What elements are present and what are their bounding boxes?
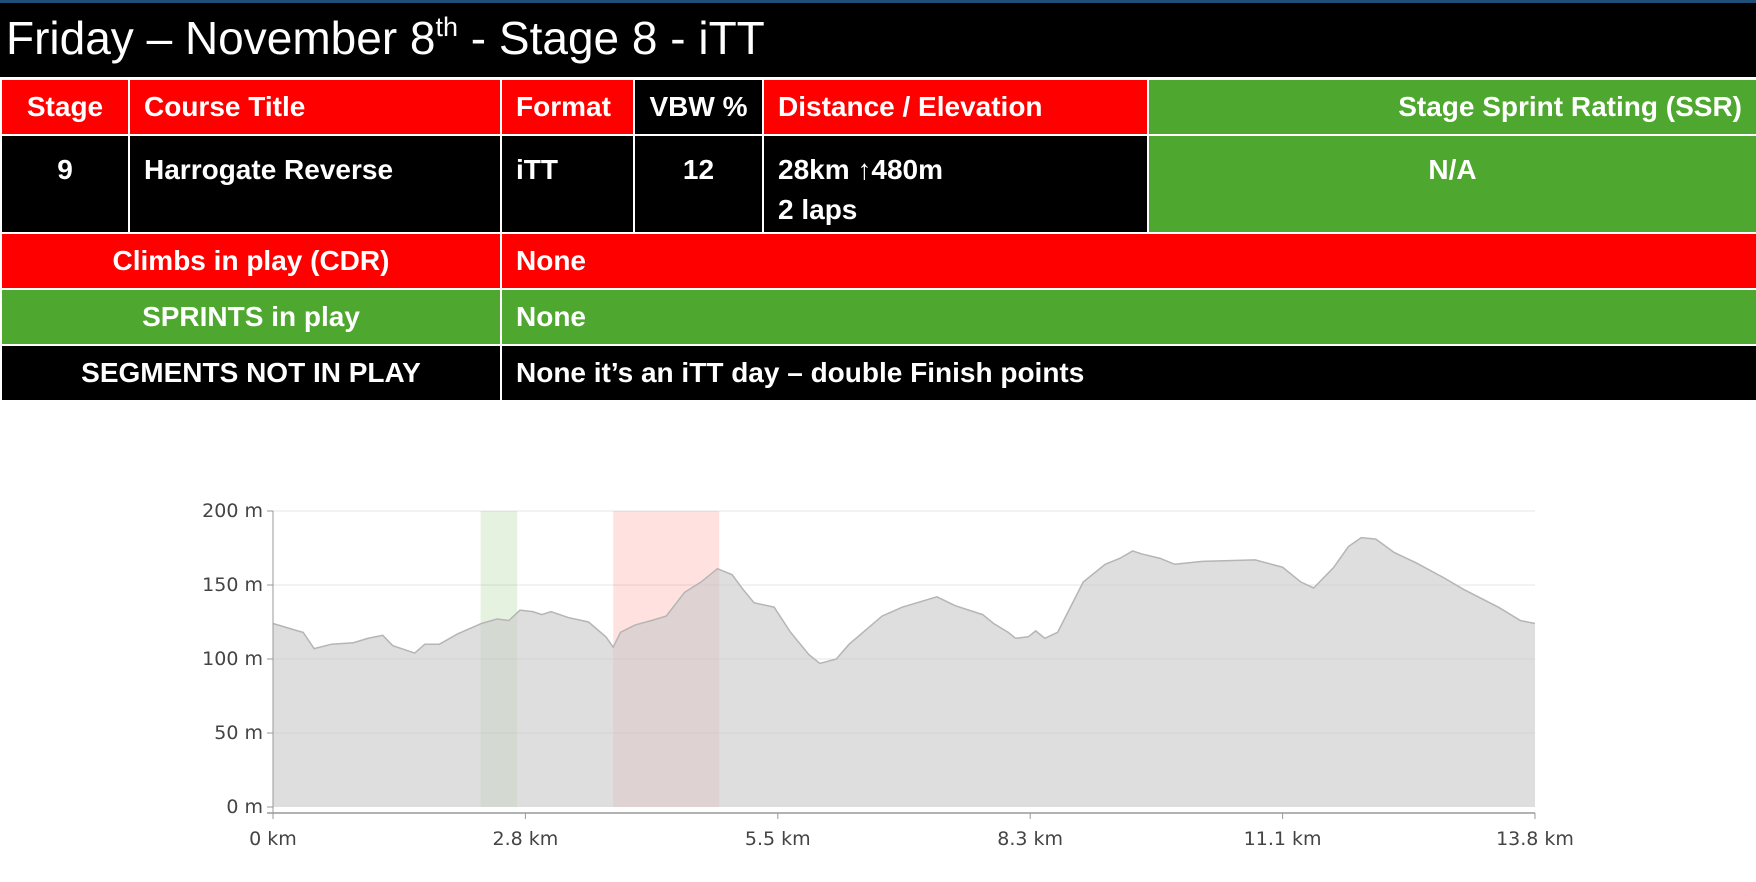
sprints-label: SPRINTS in play	[0, 288, 502, 346]
header-stage: Stage	[0, 78, 130, 136]
header-ssr: Stage Sprint Rating (SSR)	[1147, 78, 1756, 136]
segments-value: None it’s an iTT day – double Finish poi…	[500, 344, 1756, 402]
header-vbw: VBW %	[633, 78, 764, 136]
sprints-value: None	[500, 288, 1756, 346]
cell-distance: 28km ↑480m 2 laps	[762, 134, 1149, 234]
title-date: Friday – November 8	[6, 12, 436, 64]
title-ordinal-suffix: th	[435, 12, 459, 42]
header-format: Format	[500, 78, 635, 136]
cell-course-title: Harrogate Reverse	[128, 134, 502, 234]
elevation-area	[273, 537, 1535, 807]
x-tick-label: 8.3 km	[997, 828, 1063, 850]
climbs-row: Climbs in play (CDR) None	[0, 232, 1756, 290]
slide-title-bar: Friday – November 8th - Stage 8 - iTT	[0, 0, 1756, 77]
header-course-title: Course Title	[128, 78, 502, 136]
climbs-label: Climbs in play (CDR)	[0, 232, 502, 290]
y-tick-label: 150 m	[202, 574, 263, 596]
table-header-row: Stage Course Title Format VBW % Distance…	[0, 78, 1756, 136]
y-tick-label: 200 m	[202, 500, 263, 522]
cell-stage: 9	[0, 134, 130, 234]
x-tick-label: 5.5 km	[745, 828, 811, 850]
stage-info-table: Stage Course Title Format VBW % Distance…	[0, 78, 1756, 402]
x-tick-label: 2.8 km	[493, 828, 559, 850]
cell-ssr: N/A	[1147, 134, 1756, 234]
slide-title: Friday – November 8th - Stage 8 - iTT	[6, 11, 765, 65]
elevation-line	[272, 536, 1536, 665]
y-tick-label: 0 m	[226, 796, 263, 818]
title-stage: - Stage 8 - iTT	[458, 12, 765, 64]
y-tick-label: 100 m	[202, 648, 263, 670]
cell-format: iTT	[500, 134, 635, 234]
laps: 2 laps	[778, 194, 858, 225]
header-distance: Distance / Elevation	[762, 78, 1149, 136]
y-tick-label: 50 m	[214, 722, 263, 744]
elevation-profile-svg: 0 m 50 m 100 m 150 m 200 m 0 km 2.8 km 5.5 km 8.…	[202, 500, 1574, 850]
segments-row: SEGMENTS NOT IN PLAY None it’s an iTT da…	[0, 344, 1756, 402]
climbs-value: None	[500, 232, 1756, 290]
x-tick-label: 13.8 km	[1496, 828, 1574, 850]
elevation-profile-chart: 0 m 50 m 100 m 150 m 200 m 0 km 2.8 km 5.5 km 8.…	[180, 496, 1580, 881]
segments-label: SEGMENTS NOT IN PLAY	[0, 344, 502, 402]
distance-elevation: 28km ↑480m	[778, 154, 944, 185]
sprints-row: SPRINTS in play None	[0, 288, 1756, 346]
table-row: 9 Harrogate Reverse iTT 12 28km ↑480m 2 l…	[0, 134, 1756, 234]
cell-vbw: 12	[633, 134, 764, 234]
x-tick-label: 11.1 km	[1244, 828, 1322, 850]
x-tick-label: 0 km	[249, 828, 297, 850]
